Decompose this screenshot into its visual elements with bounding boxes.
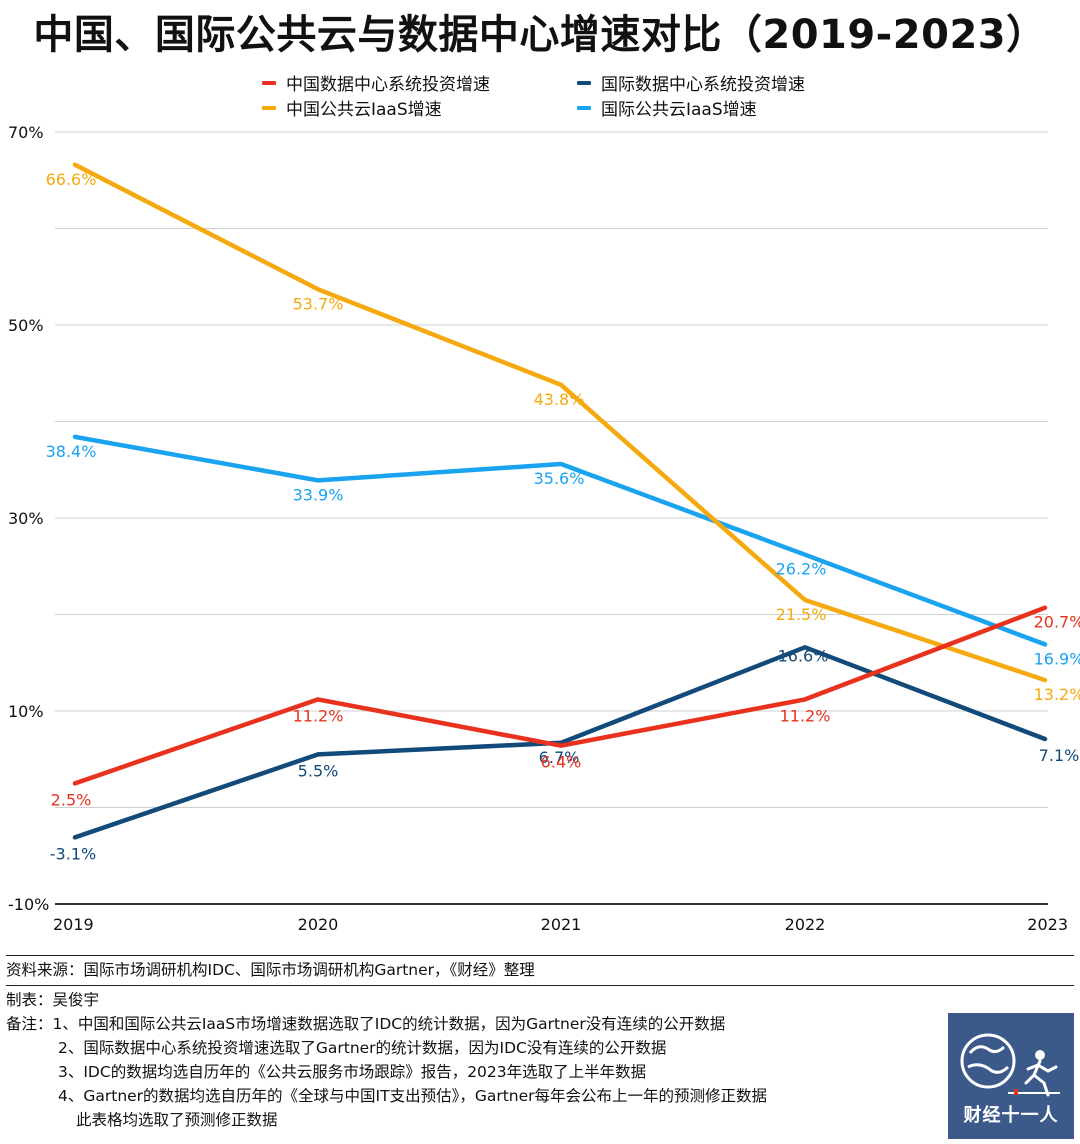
data-label: 6.7% xyxy=(539,748,580,767)
series-line xyxy=(72,605,1048,786)
series-line xyxy=(72,645,1048,840)
y-tick-label: 10% xyxy=(8,702,44,721)
data-label: 16.9% xyxy=(1034,649,1080,668)
data-label: 20.7% xyxy=(1034,613,1080,632)
legend-label: 国际数据中心系统投资增速 xyxy=(601,75,805,95)
data-label: 16.6% xyxy=(778,646,829,665)
divider xyxy=(6,985,1074,986)
line-chart: 70% 50% 30% 10% -10%2019 2020 2021 2022 2023 -3.… xyxy=(8,123,1080,934)
legend: 中国数据中心系统投资增速 国际数据中心系统投资增速 中国公共云IaaS增速 国际… xyxy=(0,62,1080,122)
chart-title: 中国、国际公共云与数据中心增速对比（2019-2023） xyxy=(33,12,1047,58)
publisher-logo: 财经十一人 xyxy=(948,1013,1074,1139)
author-note: 制表：吴俊宇 xyxy=(6,991,100,1009)
legend-label: 中国数据中心系统投资增速 xyxy=(286,75,490,95)
data-label: 11.2% xyxy=(293,706,344,725)
data-label: 66.6% xyxy=(46,170,97,189)
data-label: 13.2% xyxy=(1034,685,1080,704)
series-line xyxy=(72,162,1048,683)
y-tick-label: -10% xyxy=(8,895,49,914)
data-label: 43.8% xyxy=(534,390,585,409)
data-label: 5.5% xyxy=(298,761,339,780)
data-label: 11.2% xyxy=(780,706,831,725)
data-label: 6.4% xyxy=(541,753,582,772)
legend-swatch xyxy=(577,105,591,110)
legend-item-cn-datacenter: 中国数据中心系统投资增速 xyxy=(262,70,490,95)
series-line xyxy=(72,434,1048,647)
legend-item-cn-iaas: 中国公共云IaaS增速 xyxy=(262,95,442,120)
x-tick-label: 2022 xyxy=(785,915,826,934)
data-label: 21.5% xyxy=(776,605,827,624)
series-lines xyxy=(72,162,1048,840)
data-labels: -3.1% 5.5% 6.7% 16.6% 7.1% 38.4% 33.9% 35.6% 26.… xyxy=(46,170,1080,864)
data-label: 33.9% xyxy=(293,485,344,504)
data-label: 38.4% xyxy=(46,442,97,461)
remark-4: 4、Gartner的数据均选自历年的《全球与中国IT支出预估》，Gartner每… xyxy=(58,1087,768,1105)
legend-item-intl-iaas: 国际公共云IaaS增速 xyxy=(577,95,757,120)
logo-text: 财经十一人 xyxy=(963,1105,1059,1126)
data-label: 53.7% xyxy=(293,294,344,313)
axes: 70% 50% 30% 10% -10%2019 2020 2021 2022 2023 xyxy=(8,123,1068,934)
source-note: 资料来源：国际市场调研机构IDC、国际市场调研机构Gartner，《财经》整理 xyxy=(6,961,535,979)
legend-swatch xyxy=(577,80,591,85)
remark-1: 备注：1、中国和国际公共云IaaS市场增速数据选取了IDC的统计数据，因为Gar… xyxy=(6,1015,726,1033)
legend-item-intl-datacenter: 国际数据中心系统投资增速 xyxy=(577,70,805,95)
remark-3: 3、IDC的数据均选自历年的《公共云服务市场跟踪》报告，2023年选取了上半年数… xyxy=(58,1063,647,1081)
divider xyxy=(6,955,1074,956)
data-label: 26.2% xyxy=(776,560,827,579)
x-tick-label: 2023 xyxy=(1027,915,1068,934)
x-tick-label: 2021 xyxy=(541,915,582,934)
y-tick-label: 50% xyxy=(8,316,44,335)
x-tick-label: 2019 xyxy=(53,915,94,934)
legend-label: 国际公共云IaaS增速 xyxy=(601,100,757,120)
remark-2: 2、国际数据中心系统投资增速选取了Gartner的统计数据，因为IDC没有连续的… xyxy=(58,1039,667,1057)
notes-section: 资料来源：国际市场调研机构IDC、国际市场调研机构Gartner，《财经》整理 … xyxy=(6,952,1074,1132)
data-label: 7.1% xyxy=(1039,746,1080,765)
legend-swatch xyxy=(262,105,276,110)
y-tick-label: 30% xyxy=(8,509,44,528)
data-label: -3.1% xyxy=(50,844,96,863)
x-tick-label: 2020 xyxy=(298,915,339,934)
data-label: 2.5% xyxy=(51,790,92,809)
remark-5: 此表格均选取了预测修正数据 xyxy=(76,1111,278,1129)
legend-swatch xyxy=(262,80,276,85)
legend-label: 中国公共云IaaS增速 xyxy=(286,100,442,120)
gridlines xyxy=(55,131,1048,808)
y-tick-label: 70% xyxy=(8,123,44,142)
data-label: 35.6% xyxy=(534,469,585,488)
globe-runner-icon xyxy=(960,1033,1060,1097)
